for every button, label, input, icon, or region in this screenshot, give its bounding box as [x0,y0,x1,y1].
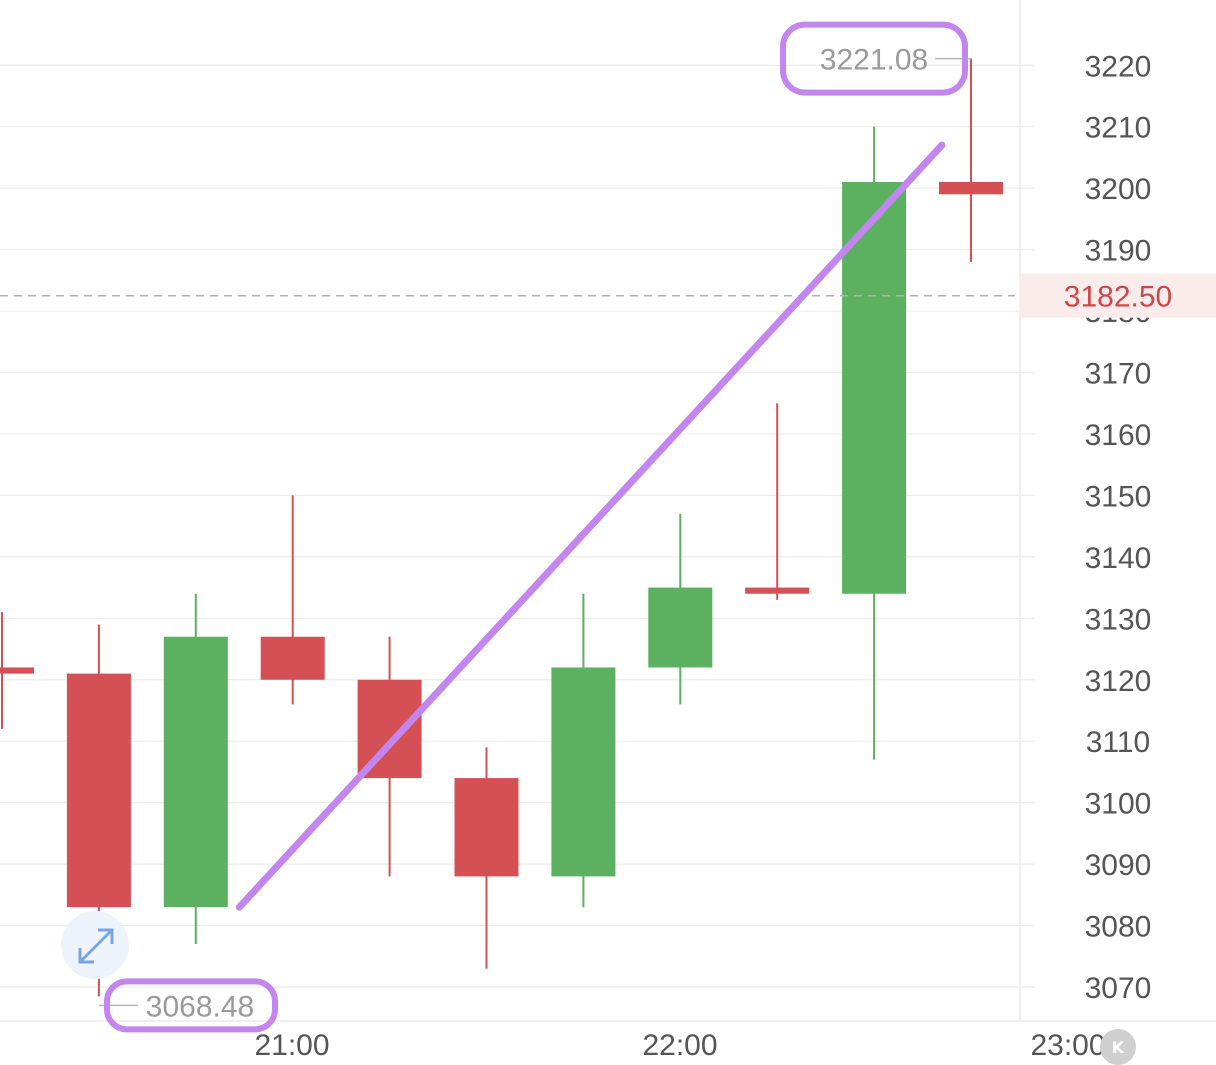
k-logo-icon: K [1100,1029,1136,1065]
candle-body [0,667,34,674]
high-marker: 3221.08 [780,21,971,96]
price-tick-label: 3130 [1085,603,1152,636]
price-tick-label: 3150 [1085,480,1152,513]
candle-body [357,679,422,779]
candle [745,403,810,600]
trend-line [235,141,946,911]
price-tick-label: 3080 [1085,911,1152,944]
candle [163,593,228,944]
price-tick-label: 3190 [1085,235,1152,268]
candle [842,126,907,760]
candle [357,636,422,877]
candle-body [260,636,325,680]
candle-body [745,587,810,594]
candles [0,58,1003,997]
price-tick-label: 3090 [1085,849,1152,882]
candle-body [551,667,616,877]
current-price-marker: 3182.50 [0,273,1216,318]
candle [260,495,325,705]
low-value-label: 3068.48 [146,990,254,1023]
price-tick-label: 3200 [1085,173,1152,206]
candle-body [842,182,907,594]
candle [0,612,34,729]
price-tick-label: 3100 [1085,788,1152,821]
current-price-label: 3182.50 [1064,281,1172,314]
current-price-badge [1020,273,1216,318]
price-tick-label: 3140 [1085,542,1152,575]
price-tick-label: 3110 [1086,726,1151,759]
candle [551,593,616,908]
candle [939,58,1003,262]
candle-body [454,778,519,877]
time-axis: 21:00 22:00 23:00 [254,1029,1105,1062]
candle-body [163,636,228,908]
price-tick-label: 3210 [1085,112,1152,145]
watermark-text: K [1112,1038,1125,1057]
expand-arrows-icon[interactable] [61,911,129,979]
time-tick-label: 21:00 [254,1029,329,1062]
price-tick-label: 3120 [1085,665,1152,698]
price-tick-label: 3170 [1085,358,1152,391]
candle [454,747,519,969]
price-axis: 3070 3080 3090 3100 3110 3120 3130 3140 3150 3160… [1085,50,1152,1005]
candle-body [939,182,1003,195]
high-annotation-box [780,21,968,96]
time-tick-label: 23:00 [1030,1029,1105,1062]
candle-body [66,673,131,908]
price-tick-label: 3070 [1085,972,1152,1005]
time-tick-label: 22:00 [642,1029,717,1062]
high-value-label: 3221.08 [820,44,928,77]
candle [648,513,713,705]
price-tick-label: 3160 [1085,419,1152,452]
price-tick-label: 3220 [1085,50,1152,83]
low-marker: 3068.48 [98,978,278,1033]
candle-body [648,587,713,668]
low-annotation-box [104,978,278,1033]
